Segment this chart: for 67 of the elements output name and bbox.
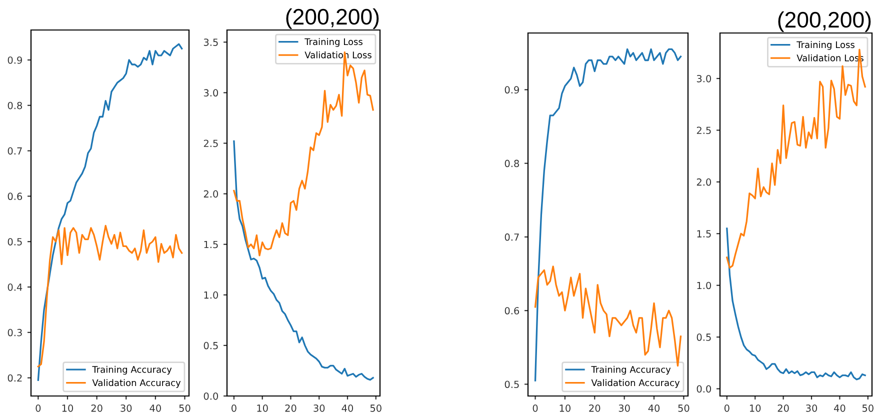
x-tick-label: 50 [678, 404, 690, 412]
chart-title: (200,200) [286, 8, 379, 30]
y-tick-label: 1.5 [697, 230, 711, 238]
x-tick-label: 20 [91, 404, 102, 412]
y-tick-label: 3.0 [696, 74, 712, 82]
x-tick-label: 10 [62, 404, 74, 412]
y-tick-label: 0.9 [8, 56, 22, 64]
y-tick-label: 1.0 [697, 282, 712, 290]
y-tick-label: 0.5 [696, 334, 711, 341]
y-tick-label: 3.0 [204, 89, 218, 97]
y-tick-label: 0.3 [8, 328, 22, 336]
y-tick-label: 0.2 [8, 374, 22, 382]
legend-label: Training Loss [796, 41, 854, 50]
legend-label: Validation Accuracy [591, 379, 680, 388]
y-tick-label: 0.5 [204, 342, 218, 350]
y-tick-label: 1.0 [204, 291, 218, 299]
y-tick-label: 2.0 [696, 178, 712, 186]
x-tick-label: 0 [36, 404, 41, 412]
x-tick-label: 40 [834, 404, 846, 412]
y-tick-label: 2.5 [204, 140, 218, 148]
x-tick-label: 40 [342, 404, 354, 412]
x-tick-label: 0 [724, 404, 730, 412]
y-tick-label: 3.5 [204, 38, 218, 46]
y-tick-label: 0.8 [8, 102, 22, 110]
x-tick-label: 30 [618, 404, 630, 412]
line-series [726, 48, 866, 269]
line-series [233, 51, 374, 256]
x-tick-label: 20 [589, 404, 600, 412]
line-series [726, 228, 866, 380]
y-tick-label: 0.7 [8, 147, 22, 155]
x-tick-label: 10 [560, 404, 570, 412]
y-tick-label: 0.0 [696, 385, 712, 393]
y-tick-label: 0.7 [504, 233, 519, 241]
y-tick-label: 0.0 [204, 392, 218, 400]
x-tick-label: 30 [806, 404, 818, 412]
x-tick-label: 30 [120, 404, 132, 412]
x-tick-label: 20 [778, 404, 789, 412]
x-tick-label: 50 [862, 404, 874, 412]
line-series [37, 224, 183, 368]
x-tick-label: 0 [532, 404, 538, 412]
x-tick-label: 30 [314, 404, 325, 412]
x-tick-label: 50 [179, 404, 190, 412]
y-tick-label: 0.9 [504, 86, 519, 94]
y-tick-label: 0.6 [8, 192, 22, 200]
y-tick-label: 0.8 [504, 160, 519, 168]
line-series [233, 140, 374, 381]
y-tick-label: 2.0 [204, 190, 218, 198]
y-tick-label: 2.5 [696, 126, 711, 134]
x-tick-label: 10 [750, 404, 761, 412]
x-tick-label: 40 [150, 404, 161, 412]
y-tick-label: 0.4 [8, 283, 22, 291]
line-series [37, 43, 183, 381]
line-series [534, 266, 682, 367]
legend-label: Training Accuracy [92, 366, 172, 375]
x-tick-label: 40 [648, 404, 660, 412]
x-tick-label: 20 [285, 404, 296, 412]
x-tick-label: 10 [257, 404, 268, 412]
x-tick-label: 50 [370, 404, 382, 412]
y-tick-label: 0.6 [504, 307, 520, 314]
y-tick-label: 1.5 [204, 240, 218, 248]
legend-label: Training Accuracy [591, 366, 671, 375]
legend-label: Training Loss [304, 38, 362, 47]
y-tick-label: 0.5 [504, 380, 519, 388]
legend-label: Validation Accuracy [92, 379, 181, 388]
chart-title: (200,200) [778, 11, 871, 32]
y-tick-label: 0.5 [8, 238, 22, 246]
x-tick-label: 0 [232, 404, 236, 412]
